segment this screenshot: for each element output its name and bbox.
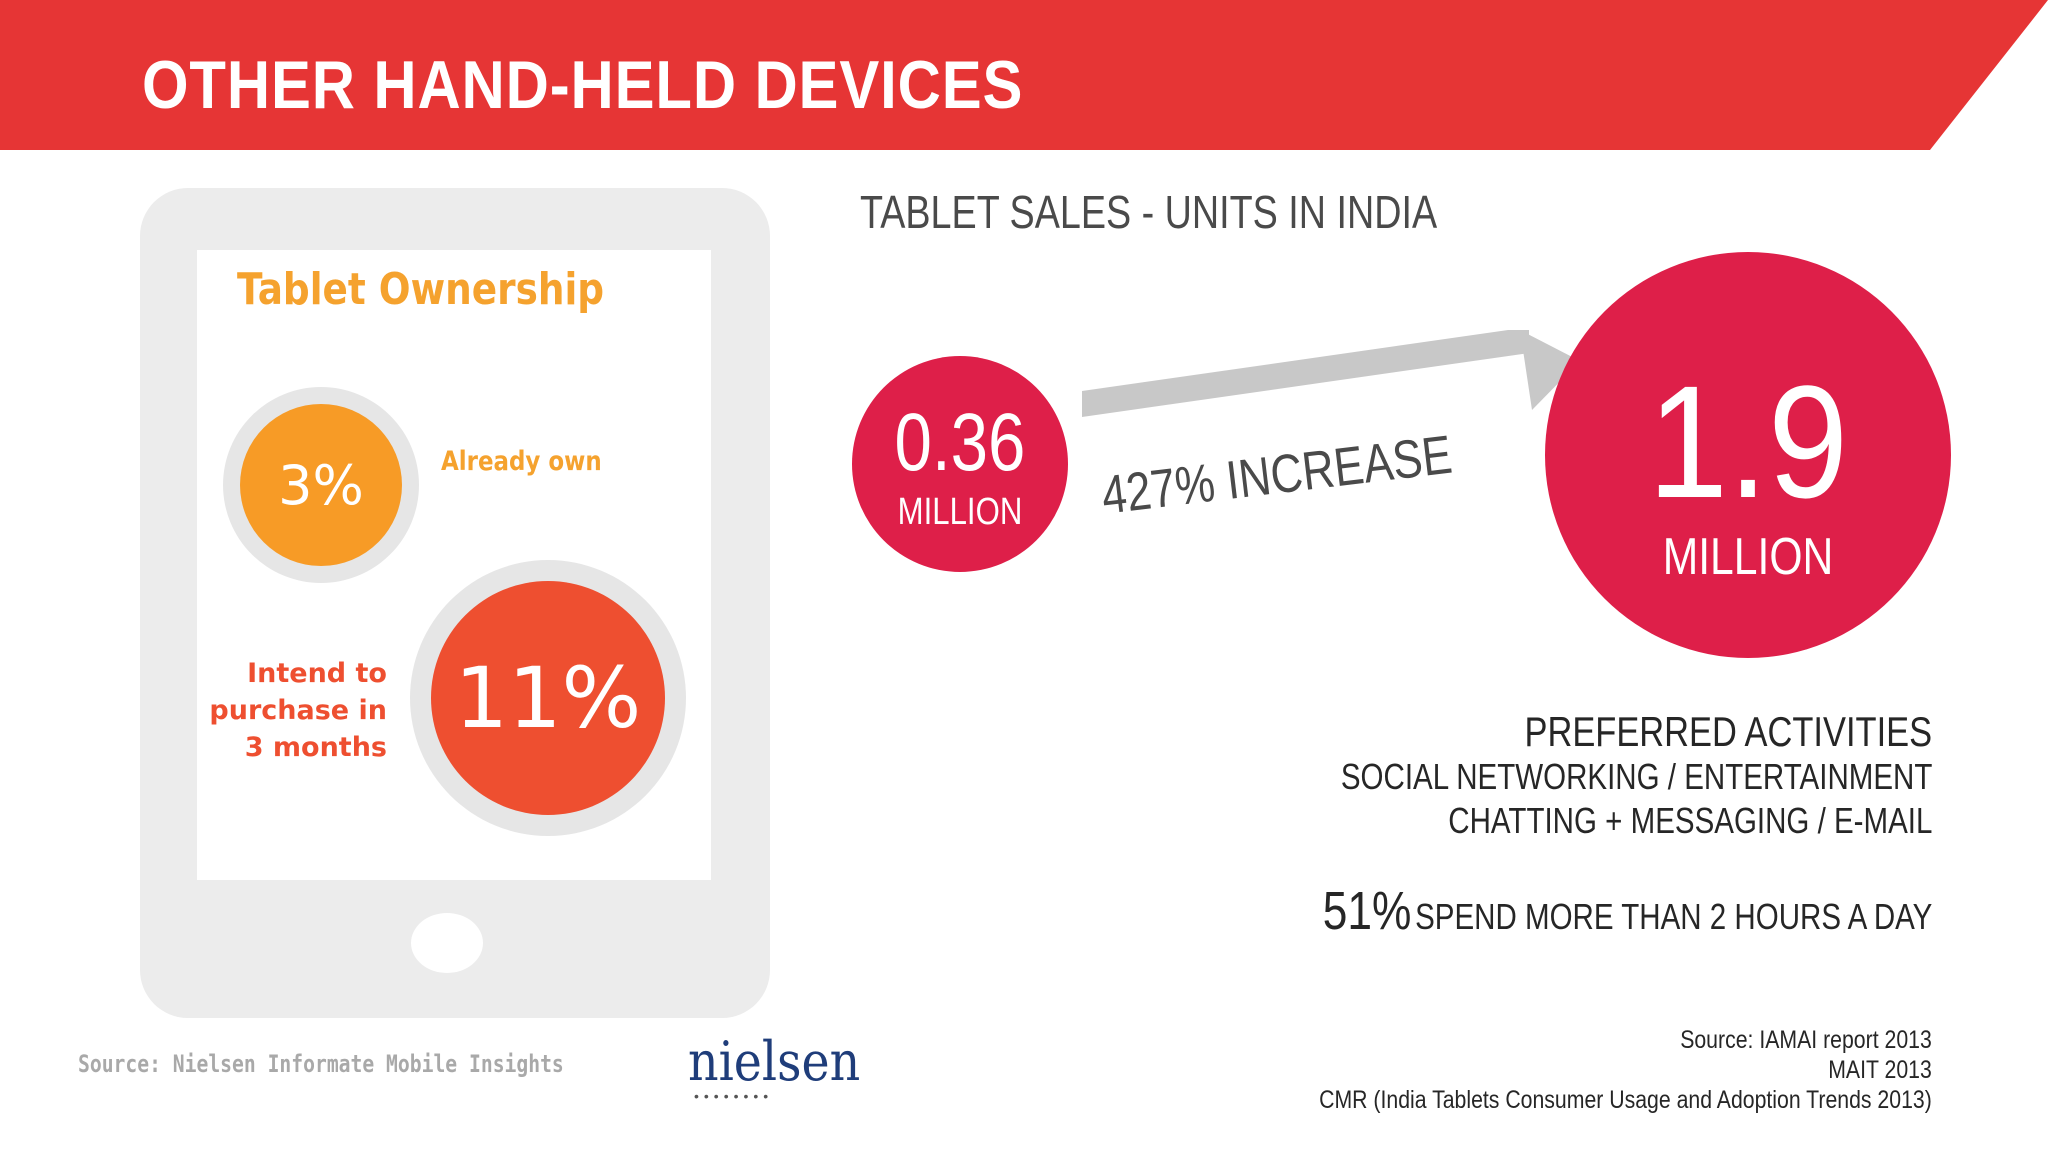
header-banner: OTHER HAND-HELD DEVICES: [0, 0, 2048, 150]
source-line-2: MAIT 2013: [1828, 1056, 1932, 1084]
usage-text: SPEND MORE THAN 2 HOURS A DAY: [1414, 896, 1932, 937]
page-title: OTHER HAND-HELD DEVICES: [142, 47, 1024, 123]
sources-list: Source: IAMAI report 2013 MAIT 2013 CMR …: [1211, 1025, 1932, 1115]
usage-text-wrap: 51% SPEND MORE THAN 2 HOURS A DAY: [1322, 880, 1932, 942]
activity-line-1-text: SOCIAL NETWORKING / ENTERTAINMENT: [1340, 756, 1932, 797]
tablet-ownership-title: Tablet Ownership: [237, 264, 605, 315]
after-sales-value: 1.9: [1647, 352, 1849, 531]
source-line-3: CMR (India Tablets Consumer Usage and Ad…: [1319, 1086, 1932, 1114]
usage-statement: 51% SPEND MORE THAN 2 HOURS A DAY: [1189, 880, 1932, 942]
tablet-illustration: Tablet Ownership 3% Already own Intend t…: [140, 188, 770, 1018]
already-own-label: Already own: [441, 446, 602, 477]
increase-arrow: [1082, 330, 1580, 417]
already-own-value: 3%: [240, 404, 402, 566]
tablet-screen: Tablet Ownership 3% Already own Intend t…: [197, 250, 711, 880]
nielsen-logo: nielsen: [688, 1030, 861, 1093]
activity-line-2: CHATTING + MESSAGING / E-MAIL: [1342, 800, 1932, 842]
sales-title: TABLET SALES - UNITS IN INDIA: [860, 186, 1438, 238]
header-background: [0, 0, 2048, 150]
before-sales-unit: MILLION: [897, 491, 1023, 533]
nielsen-logo-dots: ••••••••: [694, 1088, 774, 1104]
usage-percent: 51%: [1322, 881, 1412, 941]
before-sales-value: 0.36: [894, 397, 1026, 488]
activity-line-1: SOCIAL NETWORKING / ENTERTAINMENT: [1211, 756, 1932, 798]
before-sales-circle: 0.36 MILLION: [852, 356, 1068, 572]
nielsen-source-note: Source: Nielsen Informate Mobile Insight…: [78, 1050, 564, 1078]
activity-line-2-text: CHATTING + MESSAGING / E-MAIL: [1447, 800, 1932, 841]
intend-line-2: purchase in: [209, 695, 387, 726]
preferred-activities-title-text: PREFERRED ACTIVITIES: [1524, 708, 1932, 755]
intend-line-3: 3 months: [244, 732, 387, 763]
after-sales-unit: MILLION: [1662, 528, 1834, 586]
source-line-1: Source: IAMAI report 2013: [1680, 1026, 1932, 1054]
after-sales-circle: 1.9 MILLION: [1545, 252, 1951, 658]
intend-to-purchase-label: Intend to purchase in 3 months: [207, 655, 387, 766]
tablet-home-button: [411, 913, 483, 973]
intend-line-1: Intend to: [247, 658, 387, 689]
intend-value: 11%: [431, 581, 665, 815]
preferred-activities-title: PREFERRED ACTIVITIES: [1435, 708, 1932, 756]
